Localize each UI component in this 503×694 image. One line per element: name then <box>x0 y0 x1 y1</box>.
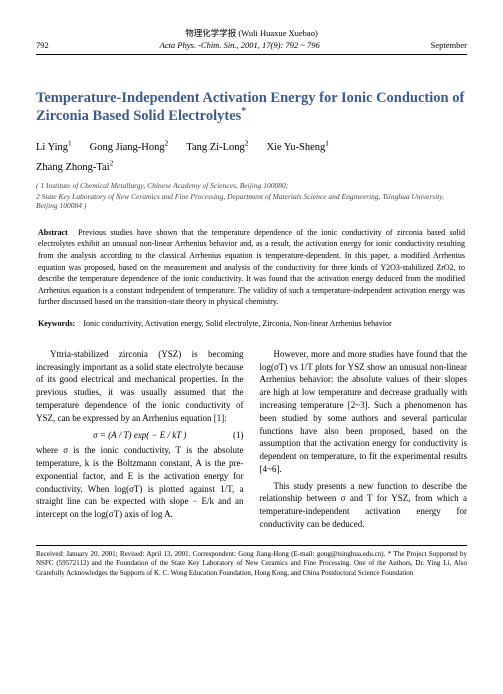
abstract-block: Abstract Previous studies have shown tha… <box>36 227 467 308</box>
body-para: However, more and more studies have foun… <box>260 348 468 476</box>
keywords-text: Ionic conductivity, Activation energy, S… <box>83 319 391 328</box>
equation: σ = (A / T) exp( − E / kT ) <box>93 429 186 442</box>
journal-name-cn: 物理化学学报 (Wuli Huaxue Xuebao) <box>36 28 467 39</box>
equation-number: (1) <box>233 429 244 442</box>
title-footnote-marker: * <box>241 106 246 117</box>
footer-divider <box>36 545 467 546</box>
abstract-label: Abstract <box>38 228 68 237</box>
affiliation: ( 1 Institute of Chemical Metallurgy, Ch… <box>36 181 467 190</box>
body-para: This study presents a new function to de… <box>260 480 468 531</box>
equation-row: σ = (A / T) exp( − E / kT ) (1) <box>36 429 244 442</box>
footer-text: Received: January 20, 2001; Revised: Apr… <box>36 550 467 578</box>
authors-line-2: Zhang Zhong-Tai2 <box>36 161 467 175</box>
author: Zhang Zhong-Tai2 <box>36 162 113 173</box>
affiliation: 2 State Key Laboratory of New Ceramics a… <box>36 192 467 211</box>
author: Tang Zi-Long2 <box>186 142 248 153</box>
body-para: Yttria-stabilized zirconia (YSZ) is beco… <box>36 348 244 425</box>
title-text: Temperature-Independent Activation Energ… <box>36 90 464 124</box>
left-column: Yttria-stabilized zirconia (YSZ) is beco… <box>36 348 244 535</box>
page-number-left: 792 <box>36 40 49 51</box>
author: Xie Yu-Sheng1 <box>266 142 328 153</box>
keywords-block: Keywords: Ionic conductivity, Activation… <box>36 318 467 330</box>
body-para: where σ is the ionic conductivity, T is … <box>36 444 244 521</box>
issue-month: September <box>431 40 467 51</box>
header-row: 792 Acta Phys. -Chim. Sin., 2001, 17(9):… <box>36 40 467 55</box>
right-column: However, more and more studies have foun… <box>260 348 468 535</box>
body-columns: Yttria-stabilized zirconia (YSZ) is beco… <box>36 348 467 535</box>
author: Li Ying1 <box>36 142 72 153</box>
authors-line-1: Li Ying1 Gong Jiang-Hong2 Tang Zi-Long2 Xie… <box>36 141 467 155</box>
journal-citation: Acta Phys. -Chim. Sin., 2001, 17(9): 792… <box>160 40 320 51</box>
article-title: Temperature-Independent Activation Energ… <box>36 89 467 125</box>
affiliations: ( 1 Institute of Chemical Metallurgy, Ch… <box>36 181 467 211</box>
author: Gong Jiang-Hong2 <box>90 142 169 153</box>
keywords-label: Keywords: <box>38 319 75 328</box>
abstract-text: Previous studies have shown that the tem… <box>38 228 465 307</box>
